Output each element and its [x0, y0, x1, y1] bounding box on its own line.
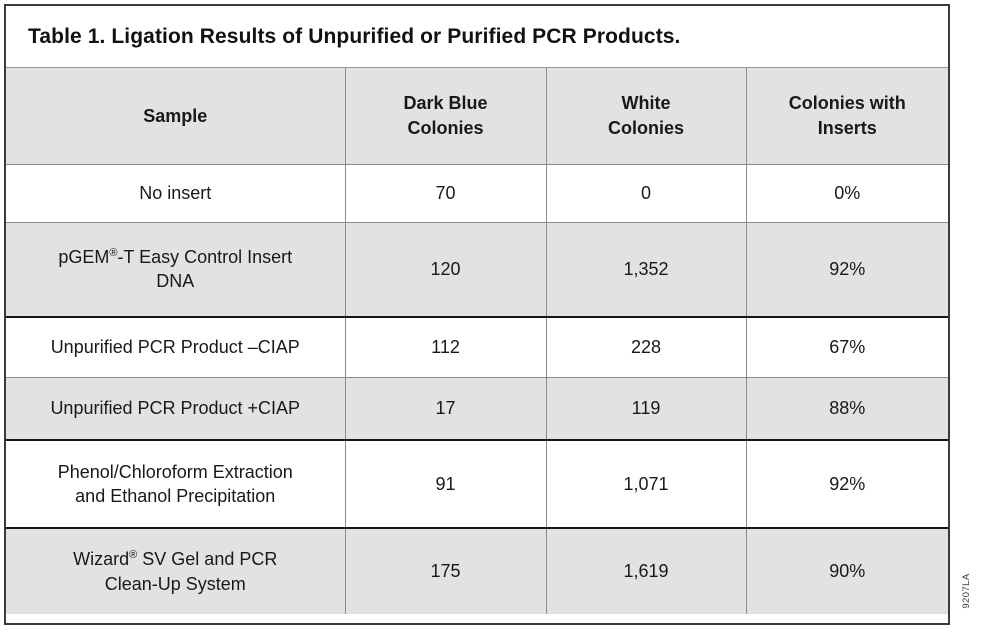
- white-colonies-cell: 228: [545, 316, 747, 378]
- white-colonies-cell: 0: [545, 163, 747, 223]
- dark-blue-colonies-cell: 91: [344, 439, 547, 529]
- column-header-sample: Sample: [5, 67, 346, 165]
- table-figure: Table 1. Ligation Results of Unpurified …: [4, 4, 950, 625]
- sample-cell: Unpurified PCR Product –CIAP: [5, 316, 346, 378]
- table-title: Table 1. Ligation Results of Unpurified …: [6, 6, 948, 68]
- colonies-with-inserts-cell: 67%: [745, 316, 949, 378]
- sample-cell: Phenol/Chloroform Extraction and Ethanol…: [5, 439, 346, 529]
- registered-trademark-symbol: ®: [109, 246, 118, 259]
- colonies-with-inserts-cell: 92%: [745, 439, 949, 529]
- colonies-with-inserts-cell: 0%: [745, 163, 949, 223]
- table-header-row: Sample Dark Blue Colonies White Colonies…: [5, 67, 949, 165]
- table-row-phenol-chloroform: Phenol/Chloroform Extraction and Ethanol…: [5, 439, 949, 529]
- dark-blue-colonies-cell: 17: [344, 376, 547, 441]
- ligation-results-table: Sample Dark Blue Colonies White Colonies…: [5, 67, 949, 615]
- figure-number-side-label: 9207LA: [961, 573, 972, 609]
- colonies-with-inserts-cell: 90%: [745, 527, 949, 615]
- table-row-unpurified-minus-ciap: Unpurified PCR Product –CIAP 112 228 67%: [5, 316, 949, 378]
- sample-cell: Wizard® SV Gel and PCR Clean-Up System: [5, 527, 346, 615]
- dark-blue-colonies-cell: 175: [344, 527, 547, 615]
- column-header-colonies-with-inserts: Colonies with Inserts: [745, 67, 949, 165]
- white-colonies-cell: 1,619: [545, 527, 747, 615]
- sample-cell: pGEM®-T Easy Control Insert DNA: [5, 221, 346, 318]
- sample-cell: No insert: [5, 163, 346, 223]
- white-colonies-cell: 1,071: [545, 439, 747, 529]
- dark-blue-colonies-cell: 112: [344, 316, 547, 378]
- column-header-dark-blue-colonies: Dark Blue Colonies: [344, 67, 547, 165]
- table-row-no-insert: No insert 70 0 0%: [5, 163, 949, 223]
- dark-blue-colonies-cell: 120: [344, 221, 547, 318]
- table-row-unpurified-plus-ciap: Unpurified PCR Product +CIAP 17 119 88%: [5, 376, 949, 441]
- column-header-white-colonies: White Colonies: [545, 67, 747, 165]
- white-colonies-cell: 1,352: [545, 221, 747, 318]
- white-colonies-cell: 119: [545, 376, 747, 441]
- dark-blue-colonies-cell: 70: [344, 163, 547, 223]
- registered-trademark-symbol: ®: [129, 549, 138, 562]
- table-row-wizard-sv-cleanup: Wizard® SV Gel and PCR Clean-Up System 1…: [5, 527, 949, 615]
- colonies-with-inserts-cell: 92%: [745, 221, 949, 318]
- colonies-with-inserts-cell: 88%: [745, 376, 949, 441]
- sample-cell: Unpurified PCR Product +CIAP: [5, 376, 346, 441]
- table-row-pgem-control: pGEM®-T Easy Control Insert DNA 120 1,35…: [5, 221, 949, 318]
